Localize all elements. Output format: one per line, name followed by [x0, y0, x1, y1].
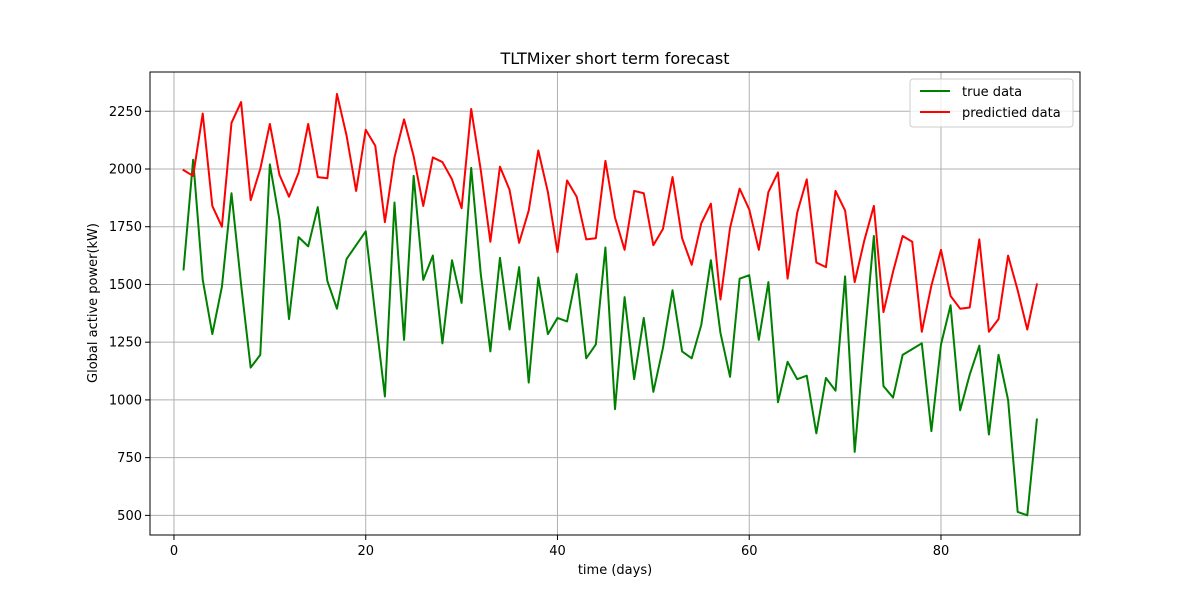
legend: true data predictied data — [909, 78, 1074, 128]
y-tick-label: 1500 — [109, 278, 142, 293]
x-tick-label: 60 — [741, 544, 758, 559]
plot-frame — [149, 71, 1081, 536]
series-line-true-data — [182, 158, 1038, 517]
y-tick-label: 2000 — [109, 162, 142, 177]
y-tick-label: 750 — [117, 451, 142, 466]
x-tick-label: 80 — [933, 544, 950, 559]
legend-box — [909, 78, 1074, 128]
series-lines — [182, 92, 1039, 517]
grid-lines — [150, 72, 1080, 535]
legend-label-predicted-data: predictied data — [962, 106, 1061, 121]
y-tick-label: 1000 — [109, 393, 142, 408]
y-tick-label: 1250 — [109, 336, 142, 351]
x-tick-label: 40 — [549, 544, 566, 559]
x-tick-label: 20 — [357, 544, 374, 559]
y-tick-label: 500 — [117, 509, 142, 524]
chart-title: TLTMixer short term forecast — [500, 49, 730, 68]
y-tick-label: 2250 — [109, 105, 142, 120]
y-axis-ticks: 500 750 1000 1250 1500 1750 2000 2250 — [109, 105, 150, 524]
x-axis-label: time (days) — [578, 563, 652, 578]
y-tick-label: 1750 — [109, 220, 142, 235]
series-line-predicted-data — [182, 92, 1039, 333]
x-tick-label: 0 — [170, 544, 178, 559]
legend-label-true-data: true data — [962, 85, 1022, 100]
x-axis-ticks: 0 20 40 60 80 — [170, 535, 949, 559]
y-axis-label: Global active power(kW) — [86, 223, 101, 383]
